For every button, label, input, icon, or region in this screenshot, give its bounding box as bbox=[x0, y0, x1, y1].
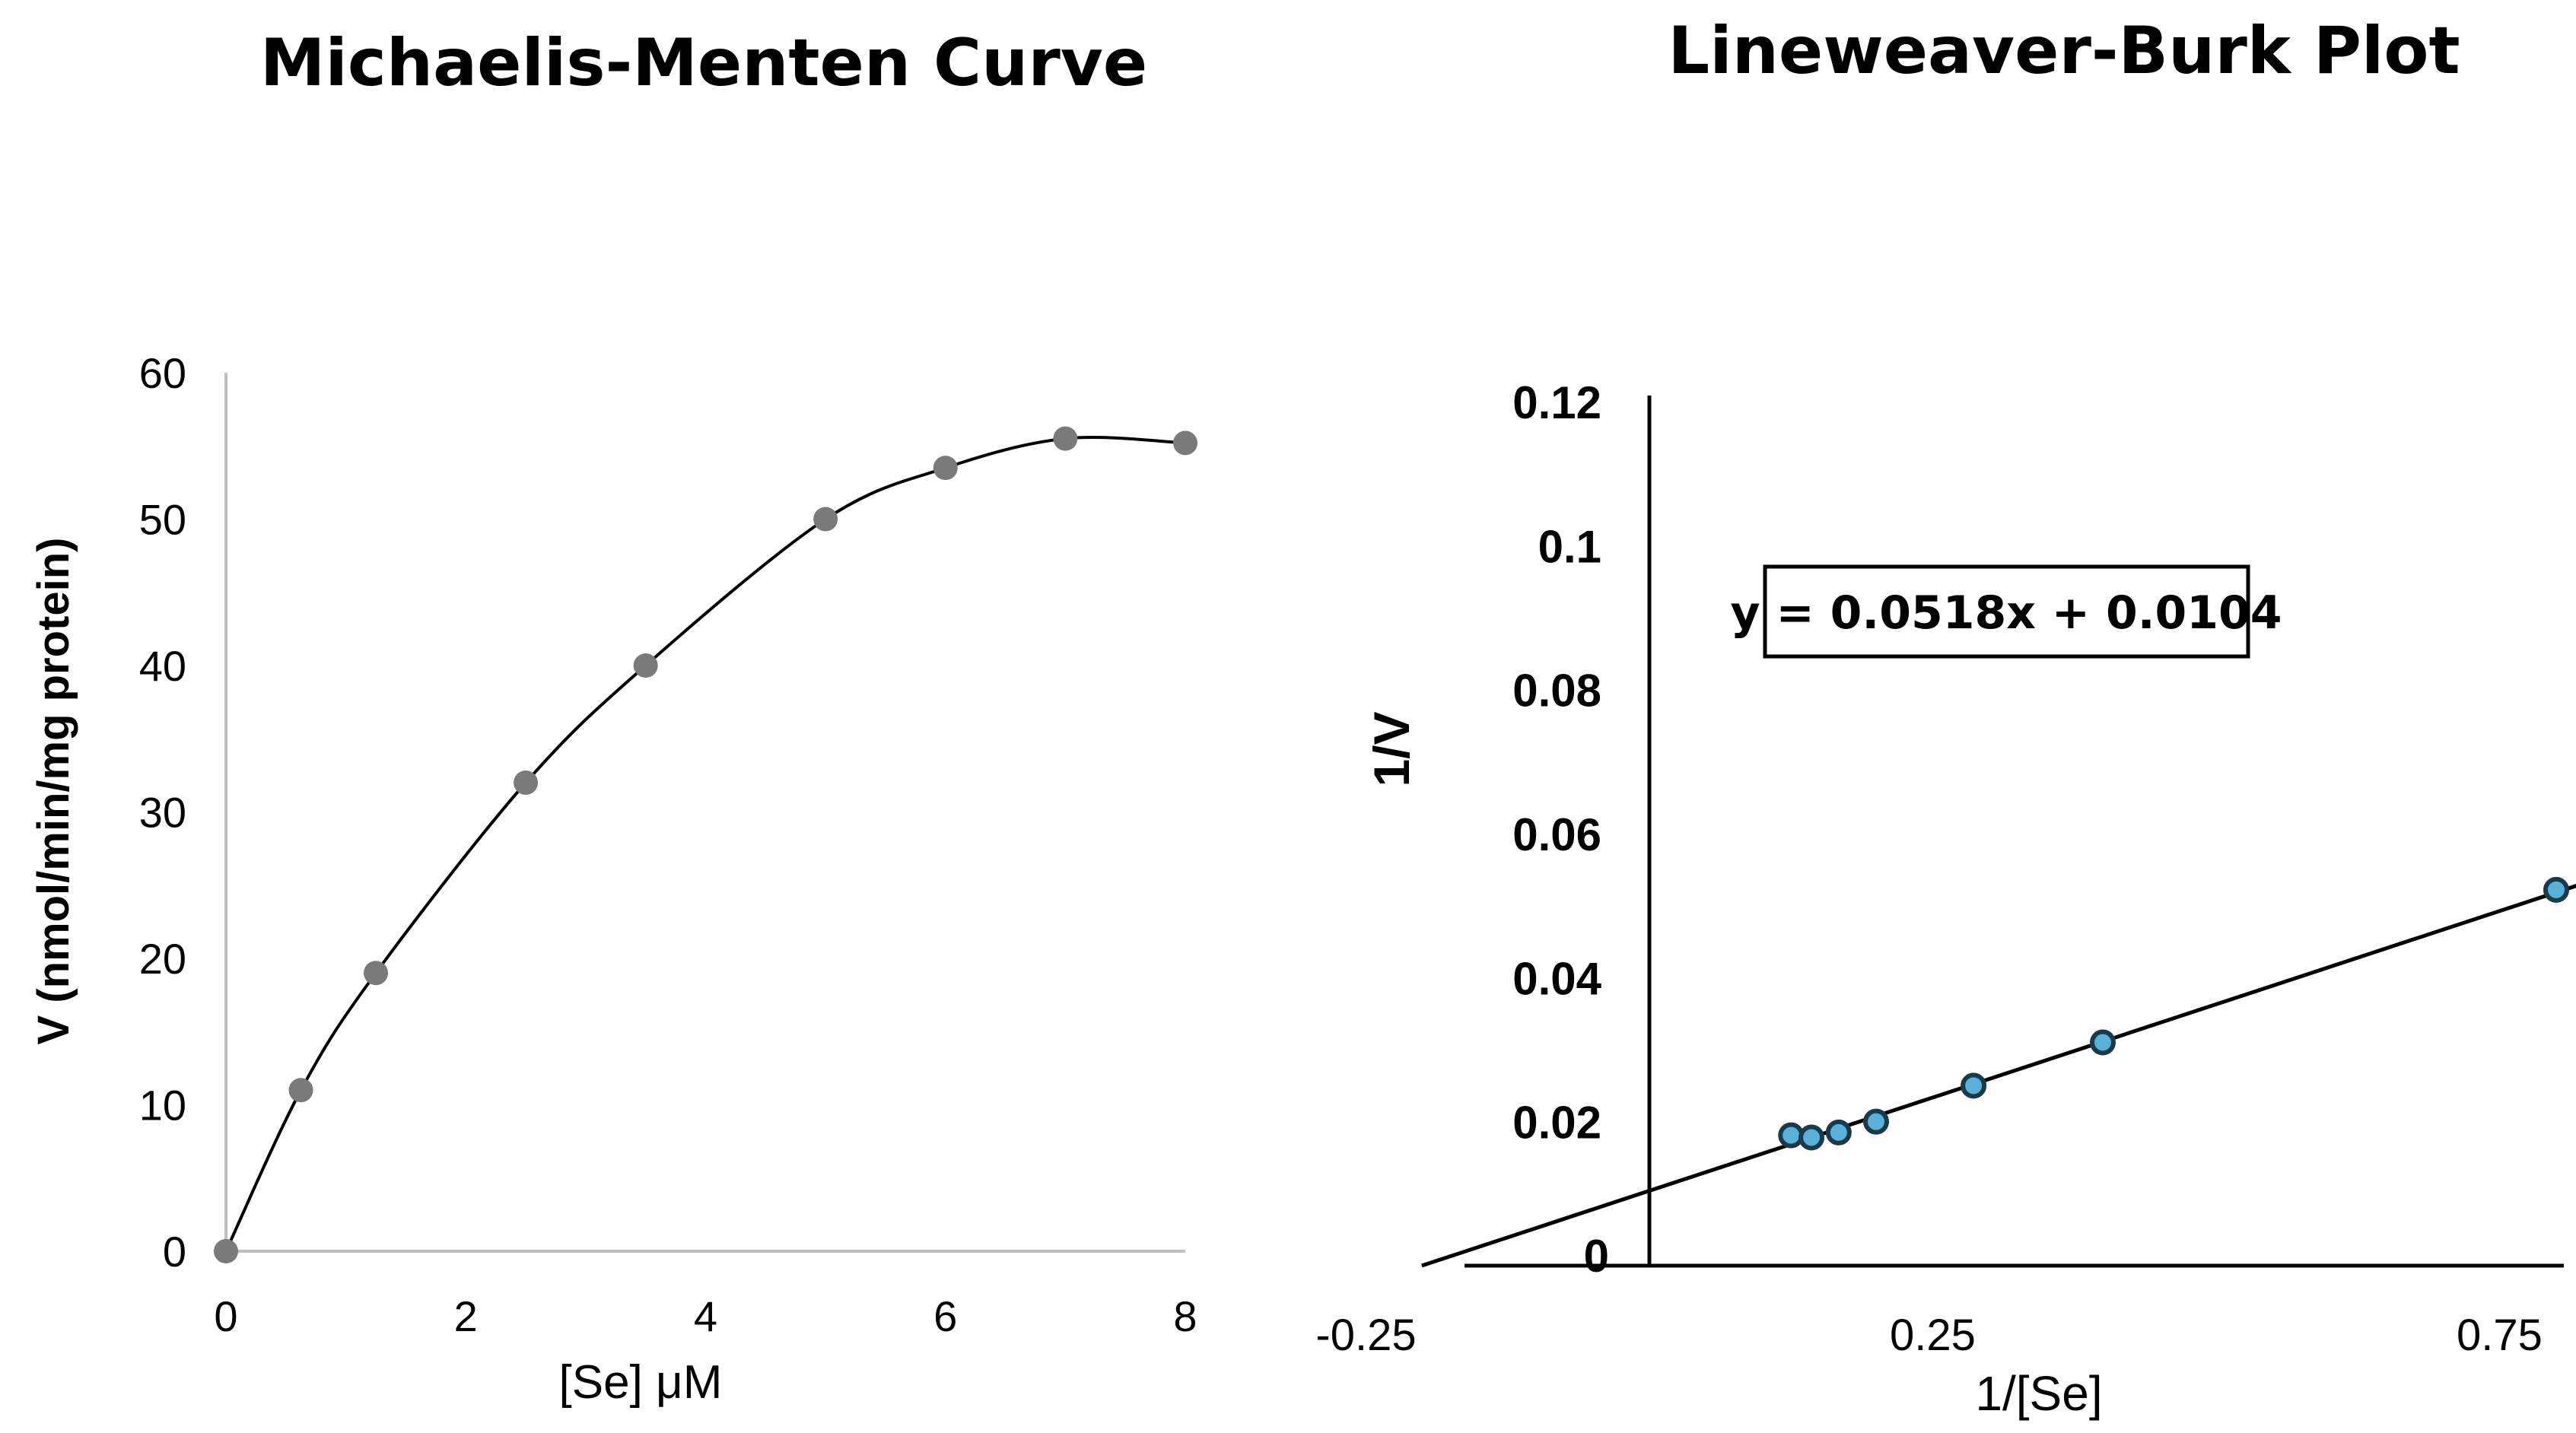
data-point bbox=[813, 507, 838, 532]
y-tick-label: 0 bbox=[1584, 1231, 1609, 1282]
data-point bbox=[514, 771, 539, 795]
data-point bbox=[288, 1078, 313, 1103]
x-tick-label: 0.25 bbox=[1890, 1311, 1976, 1360]
x-tick-label: 4 bbox=[694, 1292, 717, 1340]
y-axis-label: 1/V bbox=[1363, 711, 1420, 786]
data-point bbox=[364, 961, 389, 986]
y-tick-label: 0.08 bbox=[1512, 666, 1601, 716]
x-axis-label: [Se] μM bbox=[559, 1356, 723, 1409]
x-tick-label: -0.25 bbox=[1315, 1311, 1416, 1360]
y-tick-labels: 0 0.02 0.04 0.06 0.08 0.1 0.12 bbox=[1512, 377, 1609, 1282]
data-point bbox=[2090, 1029, 2116, 1056]
data-points bbox=[214, 426, 1197, 1263]
equation-label: y = 0.0518x + 0.0104 bbox=[1731, 586, 2282, 640]
y-tick-label: 20 bbox=[139, 935, 186, 983]
x-tick-label: 6 bbox=[933, 1292, 957, 1340]
x-axis-label: 1/[Se] bbox=[1975, 1366, 2102, 1421]
trendline bbox=[1421, 884, 2576, 1268]
y-tick-label: 0 bbox=[163, 1228, 186, 1276]
x-tick-labels: 0 2 4 6 8 bbox=[214, 1292, 1197, 1340]
chart-title: Michaelis-Menten Curve bbox=[260, 25, 1147, 101]
data-point bbox=[2543, 876, 2569, 903]
x-tick-label: 8 bbox=[1173, 1292, 1197, 1340]
y-tick-label: 40 bbox=[139, 642, 186, 690]
data-point bbox=[1825, 1119, 1852, 1145]
data-point bbox=[1173, 431, 1197, 456]
data-point bbox=[1863, 1108, 1889, 1135]
x-tick-label: 0.75 bbox=[2457, 1311, 2543, 1360]
data-point bbox=[1778, 1122, 1805, 1149]
equation-box bbox=[1763, 564, 2250, 659]
x-tick-labels: -0.250.250.751.25 bbox=[1315, 1311, 2543, 1360]
data-point bbox=[633, 653, 658, 678]
data-point bbox=[933, 456, 958, 481]
data-point bbox=[214, 1239, 238, 1263]
data-points bbox=[1778, 876, 2569, 1151]
y-tick-label: 0.1 bbox=[1538, 521, 1601, 572]
y-tick-label: 0.12 bbox=[1512, 377, 1601, 428]
y-tick-label: 10 bbox=[139, 1082, 186, 1130]
y-tick-label: 50 bbox=[139, 496, 186, 544]
y-tick-label: 0.06 bbox=[1512, 809, 1601, 860]
data-point bbox=[1798, 1124, 1825, 1151]
y-tick-label: 0.04 bbox=[1512, 953, 1601, 1004]
y-tick-label: 30 bbox=[139, 789, 186, 837]
y-axis-label: V (nmol/min/mg protein) bbox=[29, 538, 78, 1045]
x-tick-label: 2 bbox=[454, 1292, 478, 1340]
data-point bbox=[1961, 1072, 1987, 1099]
chart-title: Lineweaver-Burk Plot bbox=[1668, 13, 2460, 89]
michaelis-menten-chart: Michaelis-Menten Curve 0 10 20 30 40 50 60 0 2 4… bbox=[29, 25, 1197, 1409]
fit-curve bbox=[224, 436, 1186, 1252]
y-tick-labels: 0 10 20 30 40 50 60 bbox=[139, 349, 186, 1276]
y-tick-label: 0.02 bbox=[1512, 1098, 1601, 1149]
data-point bbox=[1053, 426, 1078, 451]
lineweaver-burk-chart: Lineweaver-Burk Plot 0 0.02 0.04 0.06 0.08 0.… bbox=[1315, 13, 2576, 1421]
y-tick-label: 60 bbox=[139, 349, 186, 397]
x-tick-label: 0 bbox=[214, 1292, 237, 1340]
